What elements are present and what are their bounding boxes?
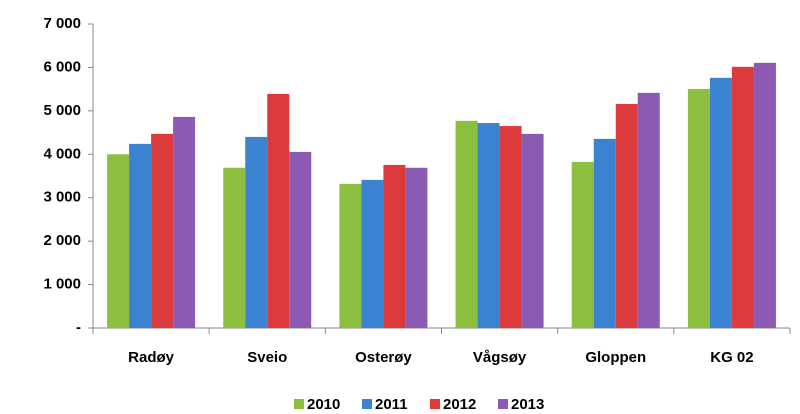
bar (151, 133, 174, 328)
bar (223, 167, 246, 328)
bar (383, 164, 406, 328)
legend-swatch (430, 399, 440, 409)
bar (129, 143, 152, 328)
legend-swatch (362, 399, 372, 409)
bar (709, 77, 732, 328)
x-tick-label: Vågsøy (473, 349, 527, 366)
y-tick-label: 7 000 (43, 15, 81, 32)
bar (571, 161, 594, 328)
bar (637, 92, 660, 328)
x-tick-label: Radøy (128, 349, 175, 366)
bar (499, 126, 522, 328)
legend-swatch (498, 399, 508, 409)
bar (289, 151, 312, 328)
bar (615, 103, 638, 328)
y-tick-label: 6 000 (43, 58, 81, 75)
x-tick-label: Sveio (247, 349, 287, 366)
legend-label: 2012 (443, 396, 476, 413)
bar (245, 136, 268, 328)
legend-swatch (294, 399, 304, 409)
bar (521, 133, 544, 328)
bar (593, 138, 616, 328)
x-tick-label: Osterøy (355, 349, 412, 366)
bar (405, 167, 428, 328)
bar (339, 183, 362, 328)
bar (361, 179, 384, 328)
legend-label: 2010 (307, 396, 340, 413)
x-tick-label: Gloppen (585, 349, 646, 366)
bar (267, 93, 290, 328)
bar (753, 62, 776, 329)
bar (455, 120, 478, 329)
y-tick-label: 4 000 (43, 145, 81, 162)
y-tick-label: - (76, 319, 81, 336)
x-tick-label: KG 02 (710, 349, 753, 366)
y-tick-label: 2 000 (43, 232, 81, 249)
bar (731, 66, 754, 329)
y-tick-label: 3 000 (43, 189, 81, 206)
bar (107, 154, 130, 328)
legend-label: 2011 (375, 396, 408, 413)
bar (477, 123, 500, 328)
bar (173, 116, 196, 329)
legend-label: 2013 (511, 396, 544, 413)
y-tick-label: 1 000 (43, 276, 81, 293)
bar (687, 88, 710, 328)
y-tick-label: 5 000 (43, 102, 81, 119)
